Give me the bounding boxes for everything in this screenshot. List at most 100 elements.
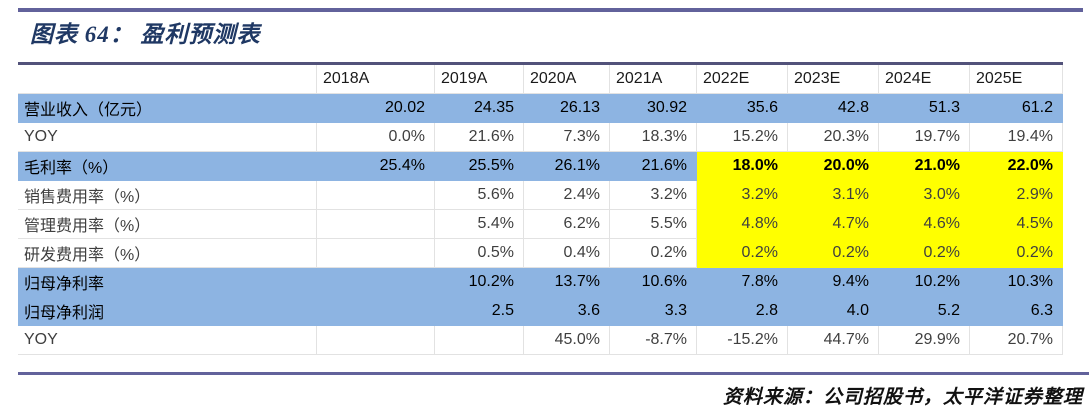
table-cell: 20.7% <box>970 326 1063 355</box>
table-row: YOY 0.0% 21.6% 7.3% 18.3% 15.2% 20.3% 19.7% 19.4… <box>18 123 1063 152</box>
table-row: 营业收入（亿元） 20.02 24.35 26.13 30.92 35.6 42.8 51.3… <box>18 94 1063 123</box>
table-cell: 25.4% <box>317 152 435 181</box>
table-row: YOY 45.0% -8.7% -15.2% 44.7% 29.9% 20.7% <box>18 326 1063 355</box>
table-cell <box>317 297 435 326</box>
row-label: 毛利率（%） <box>18 152 317 181</box>
table-cell: 29.9% <box>879 326 970 355</box>
table-cell: 3.2% <box>697 181 788 210</box>
column-header: 2022E <box>697 65 788 94</box>
table-cell: 0.2% <box>610 239 697 268</box>
table-cell: 0.5% <box>435 239 524 268</box>
table-cell: 3.3 <box>610 297 697 326</box>
table-cell: 22.0% <box>970 152 1063 181</box>
table-cell: 20.3% <box>788 123 879 152</box>
table-cell <box>317 326 435 355</box>
row-label: 管理费用率（%） <box>18 210 317 239</box>
table-cell: 45.0% <box>524 326 610 355</box>
table-cell: 4.0 <box>788 297 879 326</box>
table-cell: 5.5% <box>610 210 697 239</box>
table-cell: 0.2% <box>697 239 788 268</box>
table-cell: 0.2% <box>970 239 1063 268</box>
row-label: 研发费用率（%） <box>18 239 317 268</box>
table-cell: -8.7% <box>610 326 697 355</box>
source-note: 资料来源：公司招股书，太平洋证券整理 <box>722 387 1083 408</box>
table-cell: 6.3 <box>970 297 1063 326</box>
table-cell <box>317 210 435 239</box>
table-cell: -15.2% <box>697 326 788 355</box>
row-label-header <box>18 65 317 94</box>
table-cell: 10.6% <box>610 268 697 297</box>
table-cell: 26.1% <box>524 152 610 181</box>
table-cell: 4.5% <box>970 210 1063 239</box>
bottom-accent-rule <box>18 372 1089 375</box>
table-cell: 2.5 <box>435 297 524 326</box>
table-cell: 7.8% <box>697 268 788 297</box>
table-cell: 21.0% <box>879 152 970 181</box>
table-cell <box>317 268 435 297</box>
table-cell: 0.2% <box>879 239 970 268</box>
table-cell <box>317 181 435 210</box>
table-cell: 2.9% <box>970 181 1063 210</box>
table-cell: 5.4% <box>435 210 524 239</box>
table-cell: 25.5% <box>435 152 524 181</box>
table-cell: 6.2% <box>524 210 610 239</box>
table-cell: 4.8% <box>697 210 788 239</box>
table-cell: 20.0% <box>788 152 879 181</box>
column-header: 2018A <box>317 65 435 94</box>
top-accent-rule <box>18 8 1083 12</box>
table-cell: 0.0% <box>317 123 435 152</box>
table-row: 销售费用率（%） 5.6% 2.4% 3.2% 3.2% 3.1% 3.0% 2.9% <box>18 181 1063 210</box>
table-cell: 10.2% <box>435 268 524 297</box>
table-cell: 19.7% <box>879 123 970 152</box>
row-label: 销售费用率（%） <box>18 181 317 210</box>
row-label: YOY <box>18 123 317 152</box>
table-cell: 3.0% <box>879 181 970 210</box>
table-cell: 3.1% <box>788 181 879 210</box>
table-cell <box>317 239 435 268</box>
row-label: 营业收入（亿元） <box>18 94 317 123</box>
table-cell: 24.35 <box>435 94 524 123</box>
table-header: 2018A 2019A 2020A 2021A 2022E 2023E 2024E 2025E <box>18 65 1063 94</box>
table-cell: 13.7% <box>524 268 610 297</box>
table-cell: 20.02 <box>317 94 435 123</box>
row-label: YOY <box>18 326 317 355</box>
table-cell: 19.4% <box>970 123 1063 152</box>
table-cell: 4.6% <box>879 210 970 239</box>
forecast-table-container: 2018A 2019A 2020A 2021A 2022E 2023E 2024E 2025E… <box>18 62 1063 355</box>
header-row: 2018A 2019A 2020A 2021A 2022E 2023E 2024E 2025E <box>18 65 1063 94</box>
table-row: 归母净利率 10.2% 13.7% 10.6% 7.8% 9.4% 10.2% 10.3% <box>18 268 1063 297</box>
table-cell: 5.2 <box>879 297 970 326</box>
table-body: 营业收入（亿元） 20.02 24.35 26.13 30.92 35.6 42.8 51.3… <box>18 94 1063 355</box>
forecast-table: 2018A 2019A 2020A 2021A 2022E 2023E 2024E 2025E… <box>18 62 1063 355</box>
column-header: 2021A <box>610 65 697 94</box>
table-cell: 26.13 <box>524 94 610 123</box>
table-row: 毛利率（%） 25.4% 25.5% 26.1% 21.6% 18.0% 20.0% 21.0… <box>18 152 1063 181</box>
table-cell: 44.7% <box>788 326 879 355</box>
table-cell: 0.2% <box>788 239 879 268</box>
table-cell: 35.6 <box>697 94 788 123</box>
table-row: 研发费用率（%） 0.5% 0.4% 0.2% 0.2% 0.2% 0.2% 0.2% <box>18 239 1063 268</box>
table-cell: 21.6% <box>435 123 524 152</box>
column-header: 2023E <box>788 65 879 94</box>
table-cell: 18.0% <box>697 152 788 181</box>
table-cell: 10.3% <box>970 268 1063 297</box>
table-cell: 51.3 <box>879 94 970 123</box>
table-cell: 7.3% <box>524 123 610 152</box>
table-cell: 4.7% <box>788 210 879 239</box>
table-cell: 10.2% <box>879 268 970 297</box>
table-row: 归母净利润 2.5 3.6 3.3 2.8 4.0 5.2 6.3 <box>18 297 1063 326</box>
table-cell: 3.6 <box>524 297 610 326</box>
table-cell: 30.92 <box>610 94 697 123</box>
table-cell: 61.2 <box>970 94 1063 123</box>
column-header: 2024E <box>879 65 970 94</box>
column-header: 2019A <box>435 65 524 94</box>
table-cell: 42.8 <box>788 94 879 123</box>
column-header: 2025E <box>970 65 1063 94</box>
row-label: 归母净利率 <box>18 268 317 297</box>
row-label: 归母净利润 <box>18 297 317 326</box>
table-cell: 5.6% <box>435 181 524 210</box>
table-cell: 9.4% <box>788 268 879 297</box>
table-cell: 18.3% <box>610 123 697 152</box>
table-cell <box>435 326 524 355</box>
